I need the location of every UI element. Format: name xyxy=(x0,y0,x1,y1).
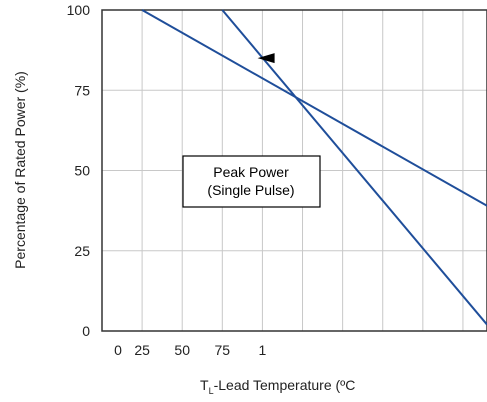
annotation-box: Peak Power (Single Pulse) xyxy=(182,155,321,208)
y-tick-label: 25 xyxy=(74,243,90,259)
x-tick-label: 0 xyxy=(114,342,122,358)
arrow-marker xyxy=(257,53,275,64)
y-tick-label: 75 xyxy=(74,82,90,98)
plot-frame xyxy=(101,9,487,332)
annotation-box-frame xyxy=(182,155,321,208)
y-tick-label: 100 xyxy=(67,2,91,18)
x-tick-labels: 0 25 50 75 1 xyxy=(114,342,266,358)
series-line-2 xyxy=(221,9,487,326)
x-axis-title: TL-Lead Temperature (ºC xyxy=(200,377,355,396)
x-axis-title-rest: -Lead Temperature (ºC xyxy=(214,377,356,393)
x-tick-label: 25 xyxy=(134,342,150,358)
annotation-line-1: Peak Power xyxy=(213,164,289,180)
y-tick-labels: 0 25 50 75 100 xyxy=(67,2,91,339)
series-line-1 xyxy=(141,9,487,207)
series-layer xyxy=(141,9,487,326)
x-tick-label: 75 xyxy=(215,342,231,358)
y-tick-label: 0 xyxy=(82,323,90,339)
x-tick-label: 1 xyxy=(259,342,267,358)
y-axis-title: Percentage of Rated Power (%) xyxy=(12,71,28,269)
y-tick-label: 50 xyxy=(74,163,90,179)
x-axis-title-sub: L xyxy=(209,386,214,396)
x-tick-label: 50 xyxy=(174,342,190,358)
x-axis-title-main: T xyxy=(200,377,209,393)
annotation-line-2: (Single Pulse) xyxy=(207,182,294,198)
